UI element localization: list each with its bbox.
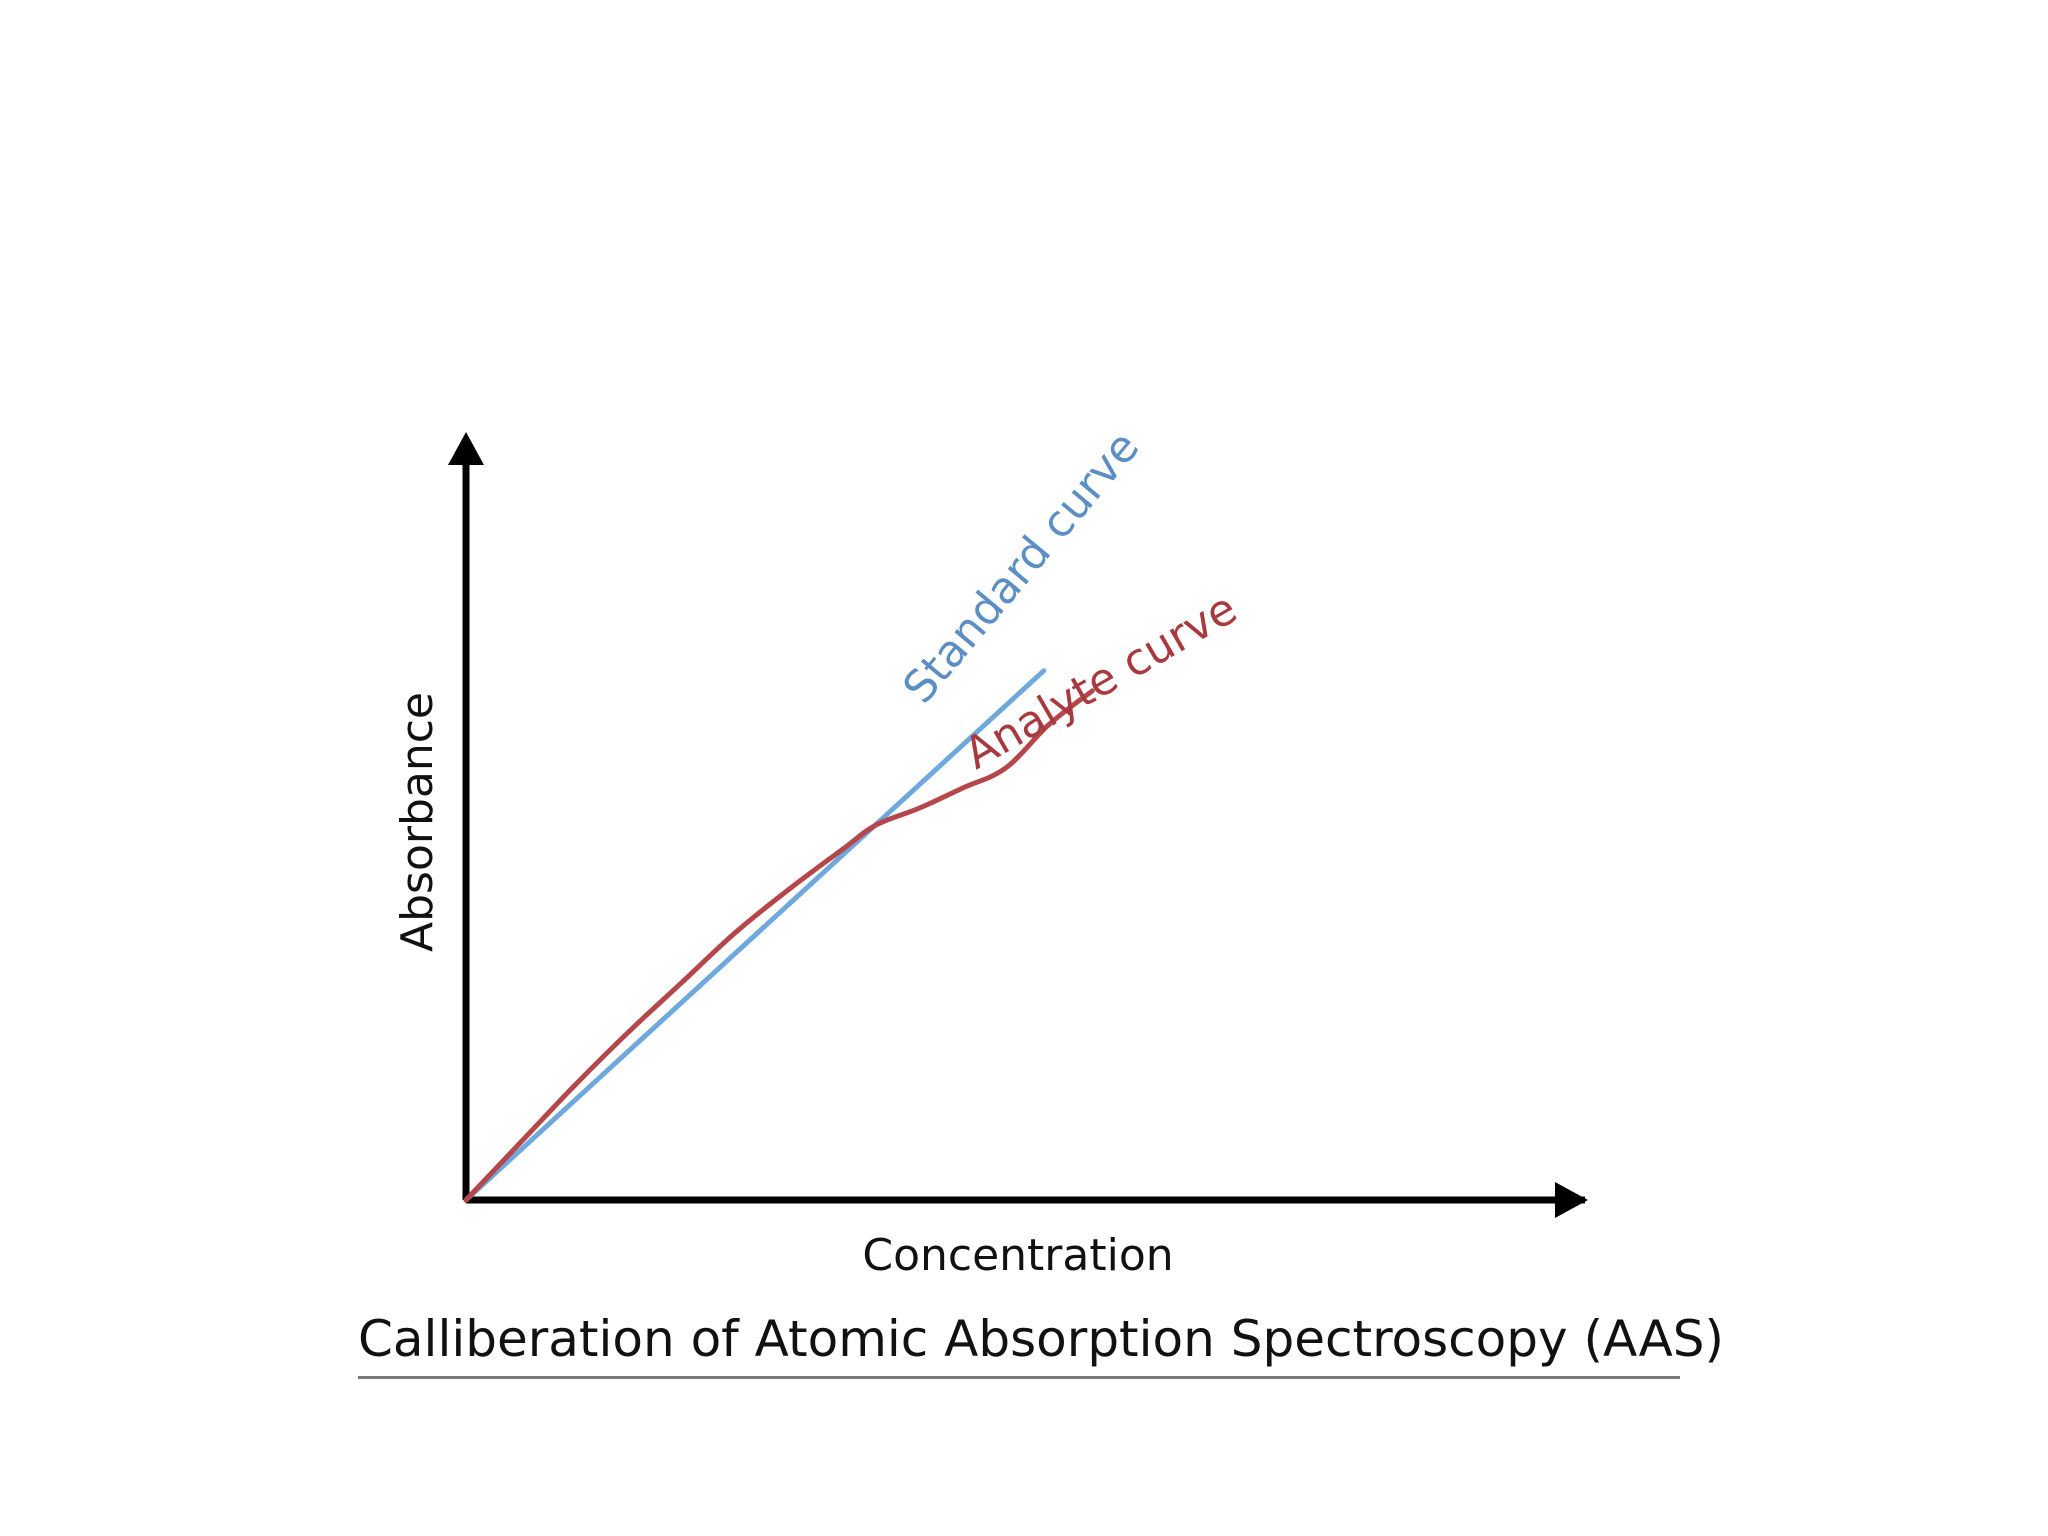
- series-layer: [463, 668, 1095, 1203]
- analyte-curve-line: [463, 688, 1095, 1203]
- chart-title: Calliberation of Atomic Absorption Spect…: [358, 1304, 1724, 1379]
- axes: [448, 432, 1588, 1218]
- y-axis-arrow-icon: [448, 432, 484, 465]
- y-axis-label: Absorbance: [392, 692, 443, 952]
- x-axis-arrow-icon: [1555, 1182, 1588, 1218]
- standard-curve-line: [463, 668, 1047, 1203]
- x-axis-label: Concentration: [862, 1230, 1173, 1281]
